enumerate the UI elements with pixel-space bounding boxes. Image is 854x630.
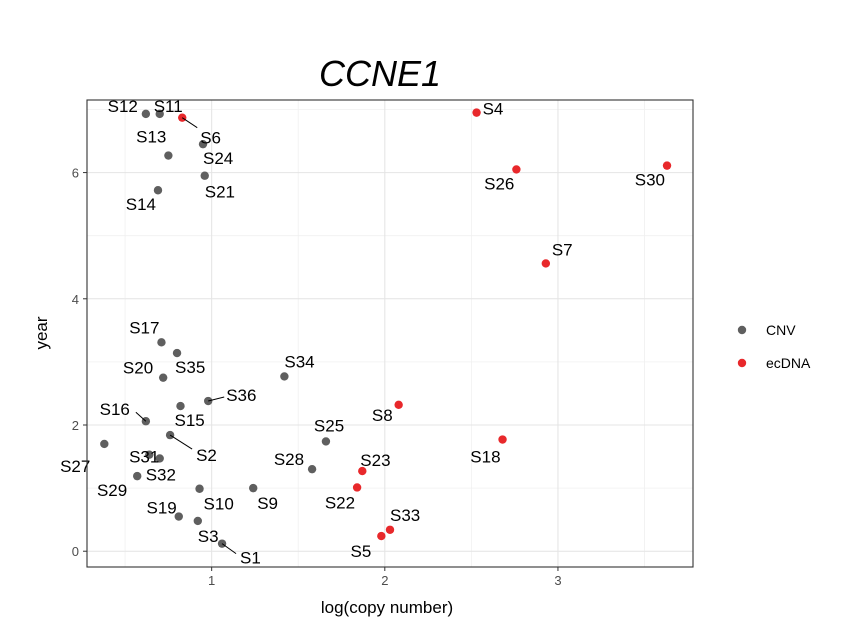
data-point-S4 (472, 108, 481, 117)
y-tick-label: 0 (72, 544, 79, 559)
point-label-S25: S25 (314, 416, 344, 435)
point-label-S30: S30 (635, 171, 665, 190)
point-label-S23: S23 (360, 451, 390, 470)
data-point-S28 (307, 464, 317, 474)
point-label-S14: S14 (126, 195, 156, 214)
data-point-S24 (198, 139, 208, 149)
point-label-S4: S4 (483, 100, 504, 119)
point-label-S31: S31 (129, 448, 159, 467)
point-label-S26: S26 (484, 174, 514, 193)
data-point-S12 (141, 109, 151, 119)
point-label-S33: S33 (390, 506, 420, 525)
point-label-S10: S10 (204, 495, 234, 514)
data-point-S17 (157, 338, 166, 347)
point-label-S34: S34 (284, 352, 314, 371)
point-label-S19: S19 (147, 499, 177, 518)
x-tick-label: 1 (208, 573, 215, 588)
data-point-S7 (541, 259, 551, 268)
point-label-S22: S22 (325, 493, 355, 512)
chart-title: CCNE1 (319, 53, 441, 94)
data-point-S3 (193, 516, 203, 526)
data-point-S18 (498, 435, 507, 444)
point-label-S1: S1 (240, 549, 261, 568)
data-points (100, 108, 672, 548)
legend-label-ecDNA: ecDNA (766, 355, 811, 371)
data-point-S20 (158, 373, 168, 382)
x-tick-label: 3 (554, 573, 561, 588)
point-label-S29: S29 (97, 481, 127, 500)
data-point-S26 (512, 165, 521, 174)
point-label-S12: S12 (108, 97, 138, 116)
y-tick-label: 4 (72, 292, 79, 307)
point-label-S11: S11 (154, 97, 183, 116)
data-point-S22 (352, 483, 362, 492)
data-point-S25 (321, 437, 331, 446)
label-leader-line (181, 117, 198, 129)
plot-panel-border (86, 99, 694, 568)
data-point-S34 (280, 372, 289, 381)
y-tick-label: 6 (72, 166, 79, 181)
point-label-S24: S24 (203, 149, 233, 168)
point-label-S27: S27 (60, 457, 90, 476)
point-label-S2: S2 (196, 446, 217, 465)
data-point-S15 (176, 401, 185, 411)
data-point-S19 (174, 512, 183, 521)
label-leader-line (135, 411, 147, 422)
point-label-S5: S5 (351, 542, 372, 561)
grid-lines (87, 100, 693, 567)
data-point-S21 (200, 171, 209, 180)
data-point-S35 (172, 348, 182, 358)
legend: CNV ecDNA (737, 322, 811, 371)
point-label-S13: S13 (136, 128, 166, 147)
data-point-S10 (195, 484, 204, 493)
point-label-S20: S20 (123, 359, 153, 378)
data-point-S14 (153, 186, 163, 195)
legend-marker-CNV (737, 325, 747, 335)
point-label-S21: S21 (205, 183, 235, 202)
point-label-S3: S3 (198, 527, 219, 546)
point-label-S32: S32 (146, 465, 176, 484)
point-label-S6: S6 (200, 129, 221, 148)
data-point-S27 (100, 439, 109, 449)
label-leader-line (221, 543, 237, 555)
label-leader-line (208, 396, 225, 402)
data-point-S23 (358, 466, 367, 476)
x-axis-title: log(copy number) (321, 598, 453, 617)
data-point-S31 (145, 450, 154, 459)
data-point-S29 (133, 471, 142, 481)
point-label-S8: S8 (372, 406, 393, 425)
point-label-S17: S17 (129, 318, 159, 337)
point-label-S35: S35 (175, 358, 205, 377)
legend-marker-ecDNA (737, 358, 747, 368)
data-point-S32 (155, 454, 164, 463)
y-tick-label: 2 (72, 418, 79, 433)
data-point-S9 (249, 483, 258, 493)
axis-ticks: 1 2 3 0 2 4 6 (72, 166, 562, 588)
point-label-S16: S16 (100, 400, 130, 419)
point-label-S36: S36 (226, 386, 256, 405)
x-tick-label: 2 (381, 573, 388, 588)
point-label-S28: S28 (274, 450, 304, 469)
point-label-S9: S9 (257, 494, 278, 513)
data-point-S11 (155, 109, 164, 119)
y-axis-title: year (32, 316, 51, 349)
data-point-S30 (662, 161, 672, 170)
data-point-S33 (385, 525, 395, 534)
point-label-S7: S7 (552, 240, 573, 259)
point-label-S15: S15 (174, 411, 204, 430)
label-leader-line (169, 434, 193, 450)
data-point-S13 (164, 151, 173, 160)
point-label-S18: S18 (470, 448, 500, 467)
data-point-S5 (377, 531, 386, 541)
data-point-S8 (394, 400, 403, 410)
legend-label-CNV: CNV (766, 322, 796, 338)
